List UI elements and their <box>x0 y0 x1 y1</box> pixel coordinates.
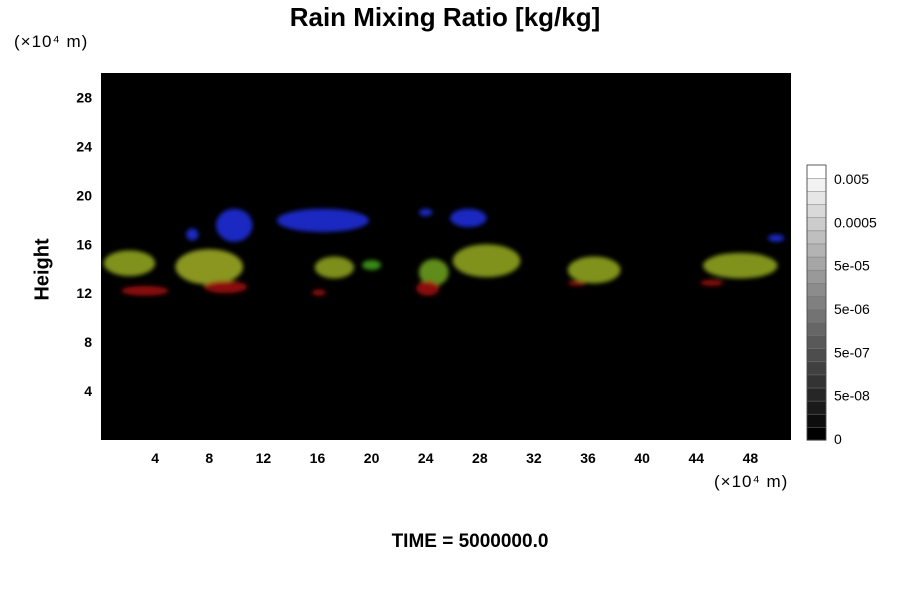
x-tick-label: 16 <box>310 450 326 466</box>
y-tick-label: 16 <box>76 236 92 252</box>
colorbar-level <box>806 204 827 219</box>
y-tick-label: 12 <box>76 285 92 301</box>
x-tick-label: 24 <box>418 450 434 466</box>
x-axis-unit: (×10⁴ m) <box>714 472 789 491</box>
colorbar-label: 5e-08 <box>834 388 870 404</box>
x-tick-label: 4 <box>151 450 159 466</box>
colorbar-level <box>806 334 827 349</box>
colorbar-level <box>806 230 827 245</box>
y-tick-label: 4 <box>84 383 92 399</box>
mixed-region <box>567 256 621 284</box>
ice-blue-region <box>418 208 433 217</box>
colorbar-level <box>806 361 827 376</box>
rain-red-region <box>312 289 326 296</box>
mixed-region <box>314 256 354 279</box>
rain-red-region <box>700 279 724 286</box>
rain-red-region <box>416 280 440 296</box>
y-ticks: 4 8 12 16 20 24 28 <box>76 89 92 399</box>
ice-blue-region <box>216 208 253 242</box>
colorbar-level <box>806 177 827 192</box>
mixed-region <box>103 250 156 277</box>
y-axis-unit: (×10⁴ m) <box>14 32 89 51</box>
rain-red-region <box>121 285 169 296</box>
x-tick-label: 48 <box>743 450 759 466</box>
x-tick-label: 36 <box>580 450 596 466</box>
colorbar-label: 0.005 <box>834 171 869 187</box>
chart-title: Rain Mixing Ratio [kg/kg] <box>289 2 601 32</box>
colorbar-level <box>806 413 827 428</box>
y-tick-label: 8 <box>84 334 92 350</box>
x-tick-label: 32 <box>526 450 542 466</box>
mixed-region <box>703 252 778 279</box>
y-tick-label: 20 <box>76 187 92 203</box>
ice-blue-region <box>768 234 785 242</box>
ice-blue-region <box>450 208 487 228</box>
colorbar-label: 5e-05 <box>834 258 870 274</box>
colorbar-level <box>806 243 827 258</box>
x-ticks: 4 8 12 16 20 24 28 32 36 40 44 48 <box>151 450 758 466</box>
x-tick-label: 44 <box>689 450 705 466</box>
x-tick-label: 8 <box>205 450 213 466</box>
colorbar-level <box>806 217 827 232</box>
colorbar-level <box>806 269 827 284</box>
colorbar-level <box>806 164 827 179</box>
colorbar-level <box>806 400 827 415</box>
mixed-region <box>362 260 382 270</box>
colorbar-level <box>806 426 827 441</box>
colorbar: 0.005 0.0005 5e-05 5e-06 5e-07 5e-08 0 <box>806 164 877 447</box>
colorbar-frame <box>806 164 827 441</box>
x-tick-label: 20 <box>364 450 380 466</box>
y-tick-label: 28 <box>76 89 92 105</box>
colorbar-label: 0 <box>834 431 842 447</box>
rain-red-region <box>567 280 586 286</box>
colorbar-level <box>806 387 827 402</box>
colorbar-level <box>806 374 827 389</box>
colorbar-label: 0.0005 <box>834 214 877 230</box>
y-tick-label: 24 <box>76 138 92 154</box>
mixed-region <box>175 249 244 285</box>
rain-red-region <box>203 280 248 294</box>
colorbar-level <box>806 348 827 363</box>
mixed-region <box>418 258 449 286</box>
colorbar-level <box>806 282 827 297</box>
colorbar-label: 5e-06 <box>834 301 870 317</box>
colorbar-level <box>806 308 827 323</box>
colorbar-level <box>806 321 827 336</box>
ice-blue-region <box>186 228 199 241</box>
time-label: TIME = 5000000.0 <box>391 531 549 552</box>
x-tick-label: 28 <box>472 450 488 466</box>
mixed-region <box>452 244 521 278</box>
colorbar-label: 5e-07 <box>834 344 870 360</box>
ice-blue-region <box>276 208 369 233</box>
x-tick-label: 12 <box>256 450 272 466</box>
colorbar-level <box>806 295 827 310</box>
colorbar-level <box>806 256 827 271</box>
x-tick-label: 40 <box>634 450 650 466</box>
colorbar-level <box>806 190 827 205</box>
field-features <box>103 208 785 296</box>
